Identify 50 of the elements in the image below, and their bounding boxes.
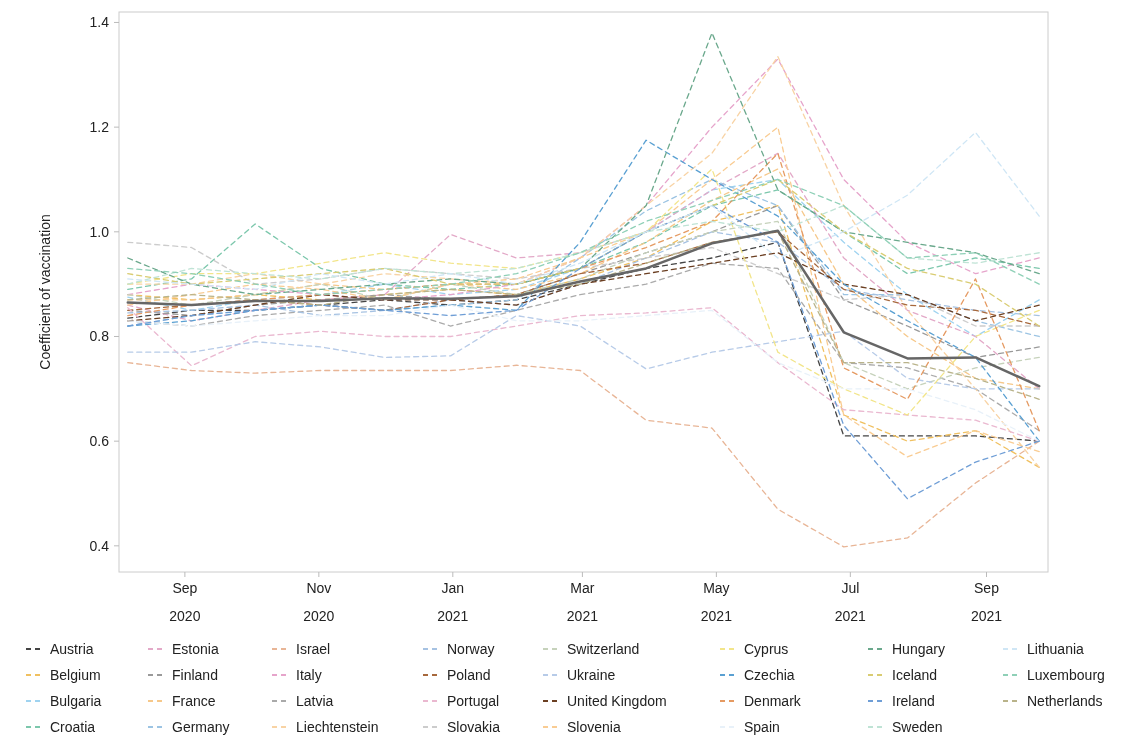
legend-label: Estonia xyxy=(172,640,219,657)
x-tick-label: Sep 2021 xyxy=(970,580,1003,624)
legend-label: Latvia xyxy=(296,692,334,709)
legend-label: Slovakia xyxy=(447,718,501,735)
line-series xyxy=(127,55,1040,468)
y-tick-label: 1.4 xyxy=(89,14,110,31)
legend-label: Hungary xyxy=(892,640,945,657)
legend-label: Ukraine xyxy=(567,666,616,683)
legend-label: Ireland xyxy=(892,692,935,709)
legend-label: Czechia xyxy=(744,666,795,683)
y-tick-label: 0.6 xyxy=(89,433,110,450)
x-tick-label: Jan 2021 xyxy=(437,580,469,624)
legend-label: Netherlands xyxy=(1027,692,1103,709)
legend-label: Slovenia xyxy=(567,718,621,735)
y-tick-label: 0.8 xyxy=(89,328,110,345)
x-tick-label: Mar 2021 xyxy=(566,580,599,624)
legend-label: United Kingdom xyxy=(567,692,667,709)
legend-label: Norway xyxy=(447,640,495,657)
legend-label: Iceland xyxy=(892,666,938,683)
legend-label: Poland xyxy=(447,666,491,683)
legend-label: Switzerland xyxy=(567,640,640,657)
legend-label: Croatia xyxy=(50,718,96,735)
line-series xyxy=(127,131,1040,291)
legend-label: Liechtenstein xyxy=(296,718,379,735)
legend-label: Luxembourg xyxy=(1027,666,1105,683)
x-tick-label: Sep 2020 xyxy=(169,580,201,624)
legend-label: Denmark xyxy=(744,692,802,709)
legend-label: Spain xyxy=(744,718,780,735)
x-tick-label: May 2021 xyxy=(700,580,733,624)
legend-label: Israel xyxy=(296,640,331,657)
legend-label: Portugal xyxy=(447,692,500,709)
legend-label: Bulgaria xyxy=(50,692,102,709)
y-tick-label: 0.4 xyxy=(89,537,110,554)
x-tick-label: Nov 2020 xyxy=(303,580,335,624)
legend-label: Austria xyxy=(50,640,94,657)
legend-label: Lithuania xyxy=(1027,640,1085,657)
y-tick-label: 1.2 xyxy=(89,119,110,136)
legend-label: Finland xyxy=(172,666,218,683)
legend-label: France xyxy=(172,692,216,709)
line-series xyxy=(127,362,1040,548)
legend-label: Sweden xyxy=(892,718,943,735)
y-tick-label: 1.0 xyxy=(89,223,110,240)
x-tick-label: Jul 2021 xyxy=(834,580,867,624)
line-series xyxy=(127,314,1040,390)
legend-label: Germany xyxy=(172,718,230,735)
y-axis-title: Coefficient of vaccination xyxy=(37,214,53,370)
legend-label: Italy xyxy=(296,666,322,683)
line-series xyxy=(127,205,1040,285)
legend-label: Cyprus xyxy=(744,640,789,657)
legend-label: Belgium xyxy=(50,666,101,683)
